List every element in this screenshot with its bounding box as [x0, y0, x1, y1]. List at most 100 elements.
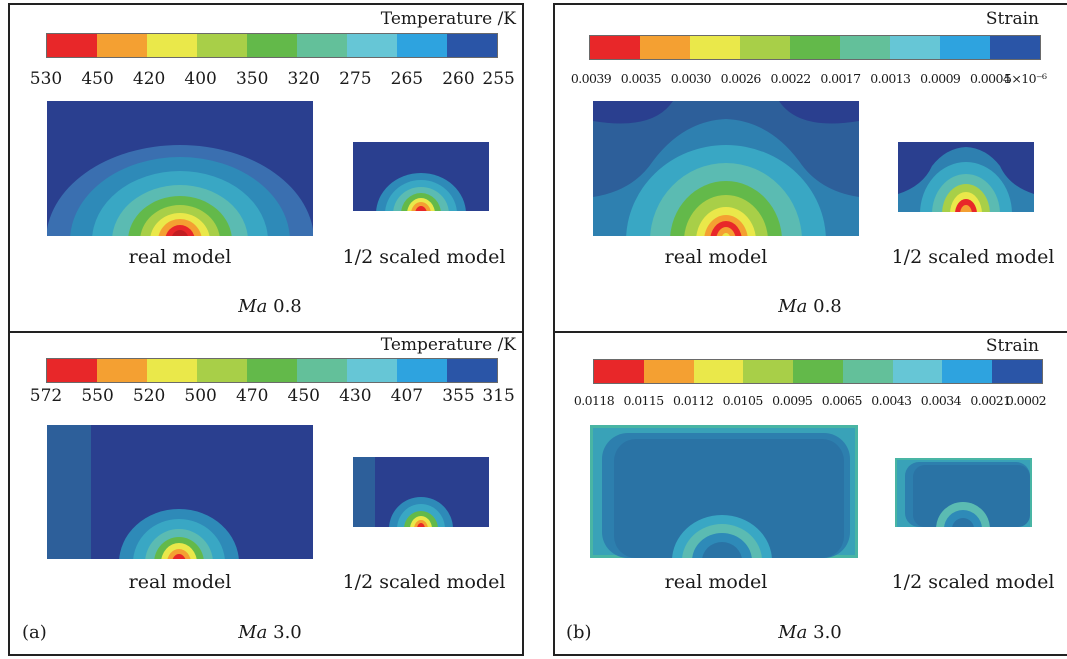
- mach-symbol: Ma: [778, 296, 808, 317]
- real-model-caption: real model: [664, 571, 768, 593]
- temperature-contour-real-model-mach-0-8: [47, 101, 313, 236]
- panel-label-b: (b): [566, 622, 592, 643]
- tick-label: 0.0030: [670, 71, 712, 86]
- colorbar-swatch: [247, 359, 297, 382]
- tick-label: 0.0112: [673, 393, 714, 408]
- tick-label: 520: [132, 386, 166, 406]
- tick-label: 350: [235, 69, 269, 89]
- real-model-caption: real model: [664, 246, 768, 268]
- tick-label: 450: [287, 386, 320, 406]
- colorbar-swatch: [690, 36, 740, 59]
- strain-contour-real-model-mach-0-8: [593, 101, 859, 236]
- colorbar-swatch: [447, 34, 497, 57]
- tick-label: 0.0043: [871, 393, 912, 408]
- colorbar-swatch: [740, 36, 790, 59]
- temperature-contour-scaled-model-mach-0-8: [353, 142, 489, 211]
- strain-colorbar-title-top: Strain: [985, 9, 1039, 29]
- colorbar-swatch: [942, 360, 993, 383]
- temperature-contour-scaled-model-mach-3-0: [353, 457, 489, 527]
- temperature-colorbar-title-top: Temperature /K: [380, 9, 516, 29]
- colorbar-swatch: [397, 34, 447, 57]
- colorbar-swatch: [940, 36, 990, 59]
- colorbar-swatch: [790, 36, 840, 59]
- colorbar-swatch: [47, 34, 97, 57]
- colorbar-swatch: [643, 360, 694, 383]
- colorbar-swatch: [147, 34, 197, 57]
- strain-colorbar-title-bottom: Strain: [985, 336, 1039, 356]
- temperature-colorbar-bottom: [46, 358, 498, 383]
- colorbar-swatch: [990, 36, 1040, 59]
- tick-label: 0.0034: [920, 393, 962, 408]
- tick-label: 0.0017: [820, 71, 861, 86]
- tick-label: 355: [442, 386, 475, 406]
- tick-label: 0.0026: [720, 71, 762, 86]
- colorbar-swatch: [842, 360, 893, 383]
- colorbar-swatch: [347, 34, 397, 57]
- colorbar-swatch: [590, 36, 640, 59]
- colorbar-swatch: [97, 34, 147, 57]
- colorbar-swatch: [743, 360, 794, 383]
- panel-a-divider: [8, 331, 524, 333]
- colorbar-swatch: [197, 34, 247, 57]
- colorbar-swatch: [890, 36, 940, 59]
- strain-colorbar-bottom: [593, 359, 1043, 384]
- strain-contour-scaled-model-mach-3-0: [895, 458, 1032, 527]
- strain-contour-scaled-model-mach-0-8: [898, 142, 1034, 212]
- tick-label: 400: [184, 69, 217, 89]
- mach-number-label: Ma 0.8: [740, 296, 880, 317]
- mach-value: 0.8: [273, 296, 302, 317]
- mach-symbol: Ma: [238, 296, 268, 317]
- tick-label: 0.0013: [870, 71, 911, 86]
- temperature-colorbar-title-bottom: Temperature /K: [380, 335, 516, 355]
- tick-label: 320: [287, 69, 320, 89]
- strain-colorbar-top: [589, 35, 1041, 60]
- tick-label: 0.0095: [772, 393, 813, 408]
- mach-symbol: Ma: [238, 622, 268, 643]
- scaled-model-caption: 1/2 scaled model: [891, 571, 1055, 593]
- colorbar-swatch: [147, 359, 197, 382]
- tick-label: 0.0022: [770, 71, 811, 86]
- mach-value: 3.0: [273, 622, 302, 643]
- colorbar-swatch: [297, 34, 347, 57]
- colorbar-swatch: [47, 359, 97, 382]
- mach-value: 3.0: [813, 622, 842, 643]
- real-model-caption: real model: [128, 571, 232, 593]
- tick-label: 420: [132, 69, 166, 89]
- colorbar-swatch: [594, 360, 644, 383]
- scaled-model-caption: 1/2 scaled model: [891, 246, 1055, 268]
- colorbar-swatch: [397, 359, 447, 382]
- tick-label: 255: [482, 69, 515, 89]
- mach-number-label: Ma 3.0: [200, 622, 340, 643]
- tick-label: 260: [442, 69, 475, 89]
- tick-label: 407: [390, 386, 424, 406]
- colorbar-swatch: [693, 360, 744, 383]
- colorbar-swatch: [97, 359, 147, 382]
- colorbar-swatch: [197, 359, 247, 382]
- colorbar-swatch: [793, 360, 843, 383]
- tick-label: 0.0004: [970, 71, 1011, 86]
- tick-label: 0.0065: [821, 393, 863, 408]
- colorbar-swatch: [447, 359, 497, 382]
- panel-b-divider: [553, 331, 1067, 333]
- tick-label: 0.0002: [1005, 393, 1047, 408]
- tick-label: 450: [81, 69, 114, 89]
- tick-label: 550: [81, 386, 114, 406]
- tick-label: 275: [339, 69, 372, 89]
- tick-label: 0.0118: [573, 393, 615, 408]
- colorbar-swatch: [247, 34, 297, 57]
- tick-label: 5×10⁻⁶: [1004, 71, 1047, 86]
- tick-label: 0.0021: [970, 393, 1011, 408]
- scaled-model-caption: 1/2 scaled model: [342, 246, 506, 268]
- tick-label: 0.0009: [920, 71, 961, 86]
- tick-label: 572: [29, 386, 63, 406]
- strain-contour-real-model-mach-3-0: [590, 425, 858, 558]
- tick-label: 430: [339, 386, 372, 406]
- colorbar-swatch: [347, 359, 397, 382]
- tick-label: 0.0115: [623, 393, 664, 408]
- real-model-caption: real model: [128, 246, 232, 268]
- panel-label-a: (a): [22, 622, 47, 643]
- mach-symbol: Ma: [778, 622, 808, 643]
- temperature-colorbar-top: [46, 33, 498, 58]
- colorbar-swatch: [892, 360, 943, 383]
- tick-label: 0.0035: [620, 71, 662, 86]
